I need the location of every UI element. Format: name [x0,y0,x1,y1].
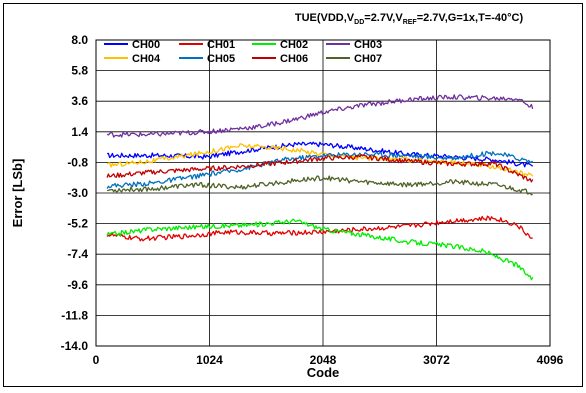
legend-label-ch02: CH02 [280,39,308,51]
tick-label-layer: 8.0 5.8 3.6 1.4 -0.8 -3.0 -5.2 -7.4 -9.6 -11.8 -14… [61,33,564,367]
y-tick-label: 1.4 [71,125,88,139]
y-tick-label: -14.0 [61,339,89,353]
grid-layer [95,39,551,347]
chart-frame: 8.0 5.8 3.6 1.4 -0.8 -3.0 -5.2 -7.4 -9.6 -11.8 -14… [3,3,583,387]
y-tick-label: 5.8 [71,64,88,78]
x-tick-label: 1024 [196,353,223,367]
legend-label-ch00: CH00 [132,39,160,51]
legend-label-ch07: CH07 [354,53,382,65]
legend: CH00 CH01 CH02 CH03 CH04 CH05 CH06 CH07 [104,39,382,65]
plot-area-border [95,39,551,347]
legend-label-ch04: CH04 [132,53,161,65]
y-axis-label: Error [LSb] [10,159,25,228]
chart-svg: 8.0 5.8 3.6 1.4 -0.8 -3.0 -5.2 -7.4 -9.6 -11.8 -14… [10,12,564,380]
y-tick-label: -3.0 [67,186,88,200]
series-line-ch06 [106,154,534,183]
y-tick-label: -7.4 [67,247,88,261]
series-line-ch02 [106,218,534,281]
legend-label-ch06: CH06 [280,53,308,65]
x-tick-label: 3072 [423,353,450,367]
series-layer [106,94,534,281]
y-tick-label: -5.2 [67,217,88,231]
series-line-ch01 [106,215,533,242]
series-line-ch03 [106,94,534,138]
legend-label-ch01: CH01 [207,39,235,51]
x-axis-label: Code [307,365,340,380]
series-line-ch07 [107,175,533,196]
x-tick-label: 2048 [310,353,337,367]
x-tick-label: 0 [93,353,100,367]
legend-label-ch03: CH03 [354,39,382,51]
series-line-ch04 [106,143,534,177]
y-tick-label: -11.8 [61,308,88,322]
y-tick-label: -9.6 [67,278,88,292]
legend-label-ch05: CH05 [207,53,235,65]
y-tick-label: 3.6 [71,94,88,108]
y-tick-label: 8.0 [71,33,88,47]
y-tick-label: -0.8 [67,155,88,169]
x-tick-label: 4096 [537,353,564,367]
chart-title: TUE(VDD,VDD=2.7V,VREF=2.7V,G=1x,T=-40°C) [295,12,524,26]
series-line-ch05 [106,150,533,189]
